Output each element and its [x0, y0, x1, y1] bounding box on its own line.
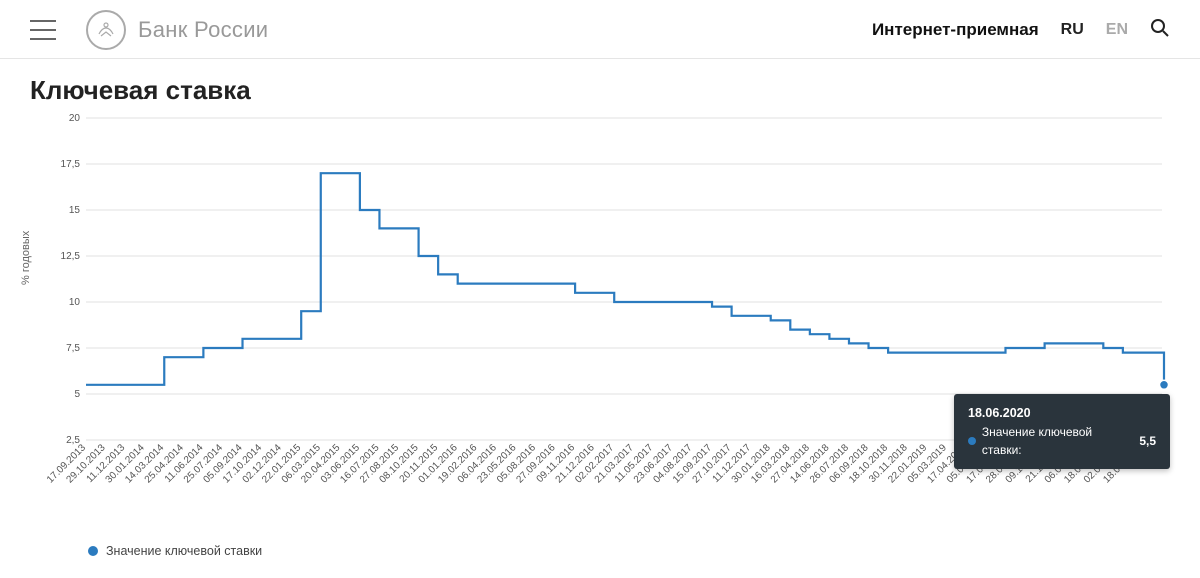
chart-legend: Значение ключевой ставки — [30, 540, 1170, 558]
svg-text:12,5: 12,5 — [61, 251, 81, 262]
tooltip-dot-icon — [968, 437, 976, 445]
menu-icon[interactable] — [30, 20, 56, 40]
svg-text:7,5: 7,5 — [66, 343, 80, 354]
page-title: Ключевая ставка — [30, 75, 1170, 106]
header-bar: Банк России Интернет-приемная RU EN — [0, 0, 1200, 59]
chart-tooltip: 18.06.2020 Значение ключевой ставки: 5,5 — [954, 394, 1170, 469]
chart-container: % годовых 2,557,51012,51517,52017.09.201… — [30, 110, 1170, 540]
tooltip-date: 18.06.2020 — [968, 404, 1156, 423]
svg-text:5: 5 — [74, 389, 80, 400]
legend-label: Значение ключевой ставки — [106, 544, 262, 558]
brand-text: Банк России — [138, 17, 268, 43]
brand-logo[interactable]: Банк России — [86, 10, 268, 50]
lang-en[interactable]: EN — [1106, 21, 1128, 39]
tooltip-label: Значение ключевой ставки: — [982, 423, 1133, 459]
reception-link[interactable]: Интернет-приемная — [872, 20, 1039, 40]
eagle-logo-icon — [86, 10, 126, 50]
tooltip-value: 5,5 — [1139, 432, 1156, 450]
svg-text:17,5: 17,5 — [61, 159, 81, 170]
header-right: Интернет-приемная RU EN — [872, 18, 1170, 43]
lang-ru[interactable]: RU — [1061, 21, 1084, 39]
svg-text:20: 20 — [69, 113, 81, 124]
page-content: Ключевая ставка % годовых 2,557,51012,51… — [0, 59, 1200, 558]
y-axis-title: % годовых — [20, 231, 32, 285]
svg-text:10: 10 — [69, 297, 81, 308]
legend-dot-icon — [88, 546, 98, 556]
svg-text:15: 15 — [69, 205, 81, 216]
search-icon[interactable] — [1150, 18, 1170, 43]
